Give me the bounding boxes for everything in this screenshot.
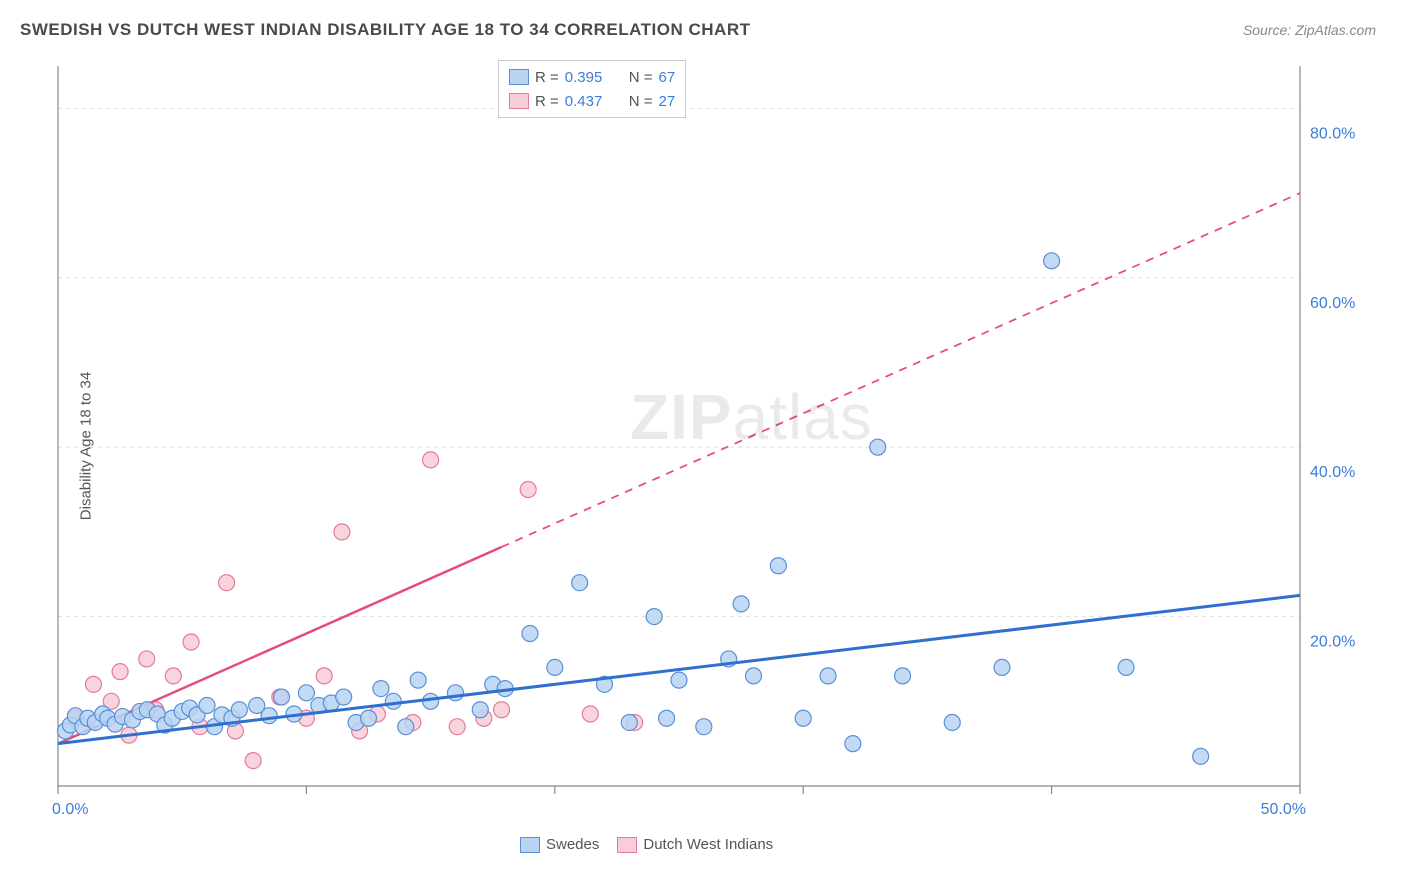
legend-label: Swedes — [546, 836, 599, 853]
svg-text:0.0%: 0.0% — [52, 801, 88, 816]
legend-stat-row: R = 0.437 N = 27 — [509, 89, 675, 113]
legend-swatch — [520, 837, 540, 853]
svg-text:20.0%: 20.0% — [1310, 634, 1355, 651]
watermark: ZIPatlas — [630, 380, 873, 454]
legend-swatch — [509, 69, 529, 85]
svg-text:50.0%: 50.0% — [1261, 801, 1306, 816]
legend-item: Dutch West Indians — [617, 836, 773, 853]
svg-text:40.0%: 40.0% — [1310, 464, 1355, 481]
r-label: R = — [535, 93, 559, 110]
legend-series: Swedes Dutch West Indians — [520, 836, 773, 853]
n-value: 67 — [659, 69, 676, 86]
r-value: 0.395 — [565, 69, 613, 86]
n-value: 27 — [659, 93, 676, 110]
legend-stat-row: R = 0.395 N = 67 — [509, 65, 675, 89]
source-attribution: Source: ZipAtlas.com — [1243, 22, 1376, 38]
svg-text:80.0%: 80.0% — [1310, 125, 1355, 142]
legend-label: Dutch West Indians — [643, 836, 773, 853]
n-label: N = — [629, 93, 653, 110]
r-label: R = — [535, 69, 559, 86]
legend-swatch — [617, 837, 637, 853]
legend-swatch — [509, 93, 529, 109]
svg-text:60.0%: 60.0% — [1310, 295, 1355, 312]
legend-stats: R = 0.395 N = 67 R = 0.437 N = 27 — [498, 60, 686, 118]
r-value: 0.437 — [565, 93, 613, 110]
n-label: N = — [629, 69, 653, 86]
chart-title: SWEDISH VS DUTCH WEST INDIAN DISABILITY … — [20, 20, 750, 40]
legend-item: Swedes — [520, 836, 599, 853]
